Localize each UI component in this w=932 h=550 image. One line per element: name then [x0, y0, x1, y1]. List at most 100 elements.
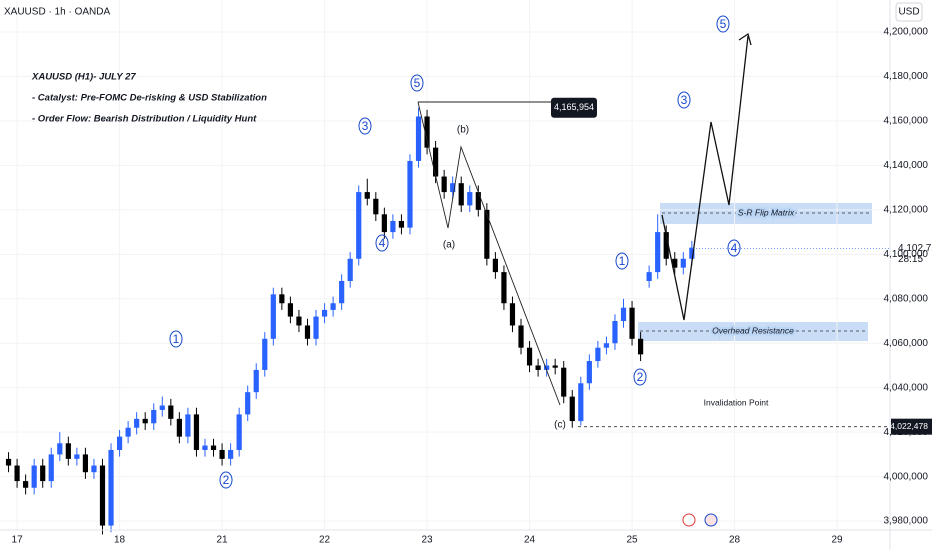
wave-circle — [677, 91, 691, 109]
x-tick-label: 23 — [422, 535, 434, 546]
candle-body — [595, 347, 601, 362]
candle-body — [441, 176, 447, 193]
x-tick-label: 21 — [217, 535, 229, 546]
countdown: 28:15 — [898, 254, 923, 265]
candle-body — [339, 281, 345, 304]
invalidation-box — [891, 418, 932, 435]
event-icon[interactable] — [682, 513, 696, 527]
y-tick-label: 4,180,000 — [884, 71, 929, 82]
note: - Catalyst: Pre-FOMC De-risking & USD St… — [32, 93, 267, 104]
corrective-label: (b) — [457, 125, 469, 136]
background — [0, 0, 890, 530]
wave-circle — [633, 368, 647, 386]
candle-body — [637, 338, 644, 355]
candle-body — [304, 325, 311, 339]
candle-body — [142, 418, 148, 424]
corrective-label: (a) — [443, 240, 455, 251]
candle-body — [287, 303, 294, 317]
candle-body — [433, 147, 439, 177]
candle-body — [193, 414, 200, 450]
candle-body — [475, 192, 481, 210]
candle-body — [347, 258, 353, 282]
candle-body — [655, 232, 661, 273]
last-price-label: 4,102,720 — [898, 243, 932, 254]
candle-body — [40, 465, 46, 482]
wave-label: 1 — [173, 332, 180, 346]
candle-body — [65, 443, 71, 459]
y-tick-label: 4,040,000 — [884, 382, 929, 393]
candle-body — [450, 183, 456, 193]
candle-body — [134, 418, 140, 428]
y-tick-label: 3,980,000 — [884, 516, 929, 527]
candle-body — [245, 392, 251, 415]
candle-body — [620, 307, 627, 322]
x-tick-label: 25 — [626, 535, 638, 546]
candles — [5, 107, 695, 535]
candle-body — [544, 365, 550, 370]
candle-body — [663, 232, 669, 259]
candle-body — [612, 321, 618, 344]
x-tick-label: 29 — [831, 535, 843, 546]
candle-body — [151, 409, 157, 424]
wave-circle — [727, 239, 741, 257]
wave-circle — [358, 117, 372, 135]
projection-arrow — [738, 32, 752, 46]
wave-label: 4 — [379, 236, 386, 250]
peak-label: 4,165,954 — [554, 102, 594, 112]
candle-body — [415, 116, 422, 161]
currency: USD — [898, 7, 919, 18]
x-tick-label: 24 — [524, 535, 536, 546]
candle-body — [14, 465, 20, 482]
candle-body — [23, 481, 29, 488]
currency-box[interactable] — [895, 2, 923, 22]
y-tick-label: 4,120,000 — [884, 205, 929, 216]
y-tick-label: 4,080,000 — [884, 293, 929, 304]
candle-body — [578, 383, 584, 422]
candle-body — [552, 365, 558, 368]
peak-label-box — [551, 97, 597, 118]
candle-body — [518, 325, 524, 348]
wave-label: 2 — [637, 370, 644, 384]
wave-label: 3 — [362, 119, 369, 133]
y-tick-label: 4,100,000 — [884, 249, 929, 260]
candle-body — [176, 418, 182, 437]
wave-circle — [219, 471, 233, 489]
candle-body — [82, 454, 89, 473]
candle-body — [168, 405, 174, 419]
candle-body — [501, 272, 507, 304]
candle-body — [74, 454, 80, 459]
candle-body — [467, 192, 473, 206]
y-tick-label: 4,000,000 — [884, 471, 929, 482]
invalidation-price: 4,022,478 — [890, 421, 928, 431]
wave-label: 3 — [681, 93, 688, 107]
candle-body — [262, 338, 268, 370]
y-tick-label: 4,160,000 — [884, 116, 929, 127]
candle-body — [31, 465, 37, 488]
resistance-zone — [638, 322, 868, 341]
event-icon[interactable] — [704, 513, 718, 527]
x-tick-label: 22 — [319, 535, 331, 546]
candle-body — [270, 294, 276, 339]
wave-circle — [716, 15, 730, 33]
candle-body — [689, 247, 695, 259]
candle-body — [356, 192, 362, 259]
wave-label: 4 — [731, 241, 738, 255]
candle-body — [321, 309, 328, 317]
x-tick-label: 17 — [12, 535, 24, 546]
wave-circle — [169, 330, 183, 348]
candle-body — [219, 449, 225, 459]
wave-circle — [410, 74, 424, 92]
candle-body — [125, 427, 131, 437]
candle-body — [535, 365, 541, 370]
candle-body — [296, 316, 302, 326]
candle-body — [484, 209, 490, 259]
candle-body — [492, 258, 498, 273]
wave-circle — [615, 252, 629, 270]
note: - Order Flow: Bearish Distribution / Liq… — [32, 114, 257, 125]
chart-title: XAUUSD · 1h · OANDA — [4, 7, 110, 18]
candle-body — [458, 183, 464, 206]
corrective-label: (c) — [554, 420, 566, 431]
candle-body — [509, 303, 516, 326]
candle-body — [646, 272, 652, 282]
wave-lines — [417, 101, 561, 406]
